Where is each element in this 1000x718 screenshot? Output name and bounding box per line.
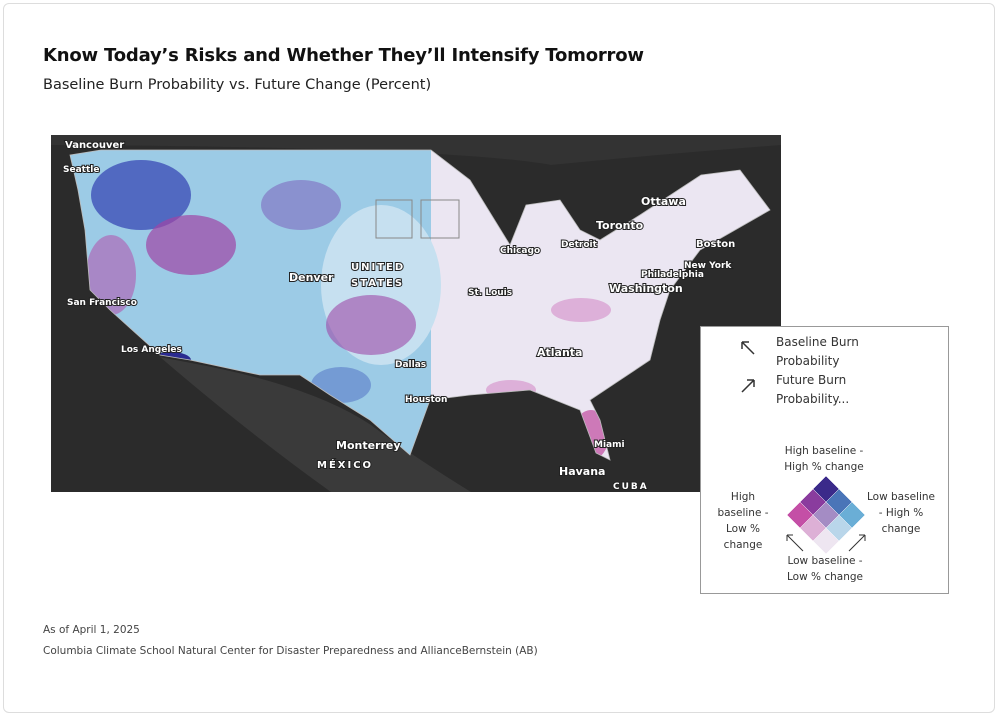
map-label: New York: [684, 261, 732, 271]
legend-right: Low baseline - High % change: [867, 491, 935, 535]
map-label: Ottawa: [641, 195, 686, 208]
map-label: Boston: [696, 239, 735, 250]
map-label: STATES: [351, 278, 404, 289]
mexico: [160, 357, 471, 492]
map-label: Atlanta: [537, 346, 582, 359]
legend-bottom: Low baseline - Low % change: [787, 555, 863, 583]
map-label: Houston: [405, 395, 447, 405]
footnote-source: Columbia Climate School Natural Center f…: [43, 645, 538, 657]
title: Know Today’s Risks and Whether They’ll I…: [43, 45, 644, 66]
legend-item: Baseline Burn Probability: [776, 335, 859, 368]
bivariate-key: [786, 475, 866, 555]
map: Vancouver Seattle Ottawa Toronto Boston New Y…: [51, 135, 781, 492]
key-arrow: [786, 534, 804, 552]
arrow-icon: [741, 379, 755, 393]
arrow-icon: [741, 341, 755, 355]
map-label: Monterrey: [336, 439, 401, 452]
map-label: Vancouver: [65, 140, 124, 151]
subtitle: Baseline Burn Probability vs. Future Cha…: [43, 77, 432, 93]
map-label: Detroit: [561, 240, 598, 250]
map-label: San Francisco: [67, 298, 137, 308]
map-label: Denver: [289, 271, 334, 284]
map-label: Havana: [559, 465, 605, 478]
map-label: Miami: [594, 440, 625, 450]
map-label: Philadelphia: [641, 270, 704, 280]
footnote-date: As of April 1, 2025: [43, 624, 140, 636]
map-label: Toronto: [596, 219, 644, 232]
map-label: Dallas: [395, 360, 426, 370]
map-label: MÉXICO: [317, 458, 373, 471]
legend-top: High baseline - High % change: [784, 445, 864, 473]
page: Know Today’s Risks and Whether They’ll I…: [3, 3, 995, 713]
map-label: Seattle: [63, 165, 99, 175]
map-label: Chicago: [500, 246, 540, 256]
legend: Baseline Burn Probability Future Burn Pr…: [700, 326, 949, 594]
map-label: UNITED: [351, 262, 405, 273]
map-label: Los Angeles: [121, 345, 182, 355]
legend-left: High baseline - Low % change: [717, 491, 769, 551]
map-label: St. Louis: [468, 288, 512, 298]
key-cell: [812, 475, 840, 503]
legend-item: Future Burn Probability...: [776, 373, 850, 406]
map-label: CUBA: [613, 482, 649, 492]
key-arrow: [848, 534, 866, 552]
map-label: Washington: [609, 282, 683, 295]
